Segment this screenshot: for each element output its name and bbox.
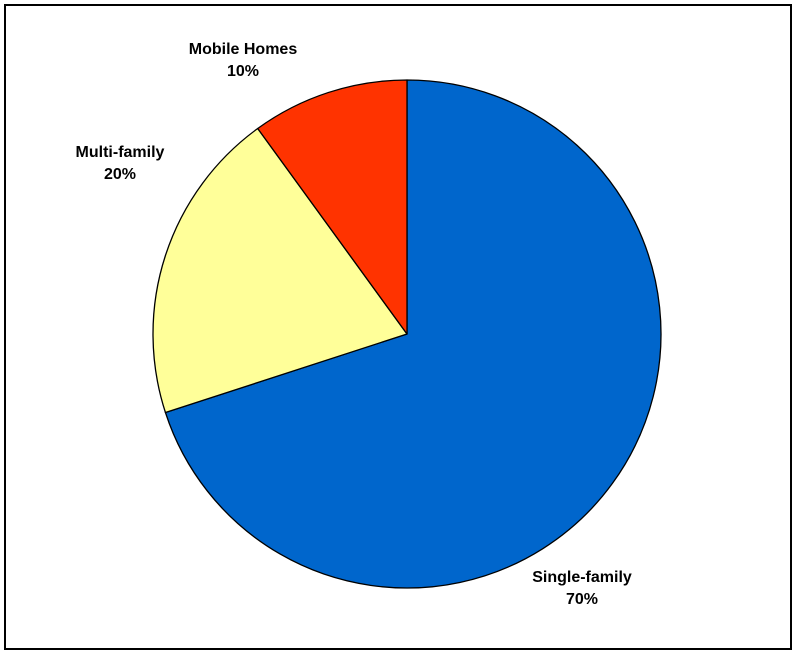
pie-slice-mobile-homes [257,79,408,335]
slice-label: Multi-family [76,144,165,161]
slice-value-label: 10% [227,63,259,80]
pie-slice-multi-family [152,127,408,414]
pie-slices [152,79,662,589]
slice-label: Single-family [532,569,632,586]
pie-slice-single-family [164,79,662,589]
slice-value-label: 20% [104,166,136,183]
slice-label: Mobile Homes [189,41,298,58]
slice-value-label: 70% [566,591,598,608]
pie-labels: Single-family 70% Multi-family 20% Mobile Ho… [76,41,632,608]
